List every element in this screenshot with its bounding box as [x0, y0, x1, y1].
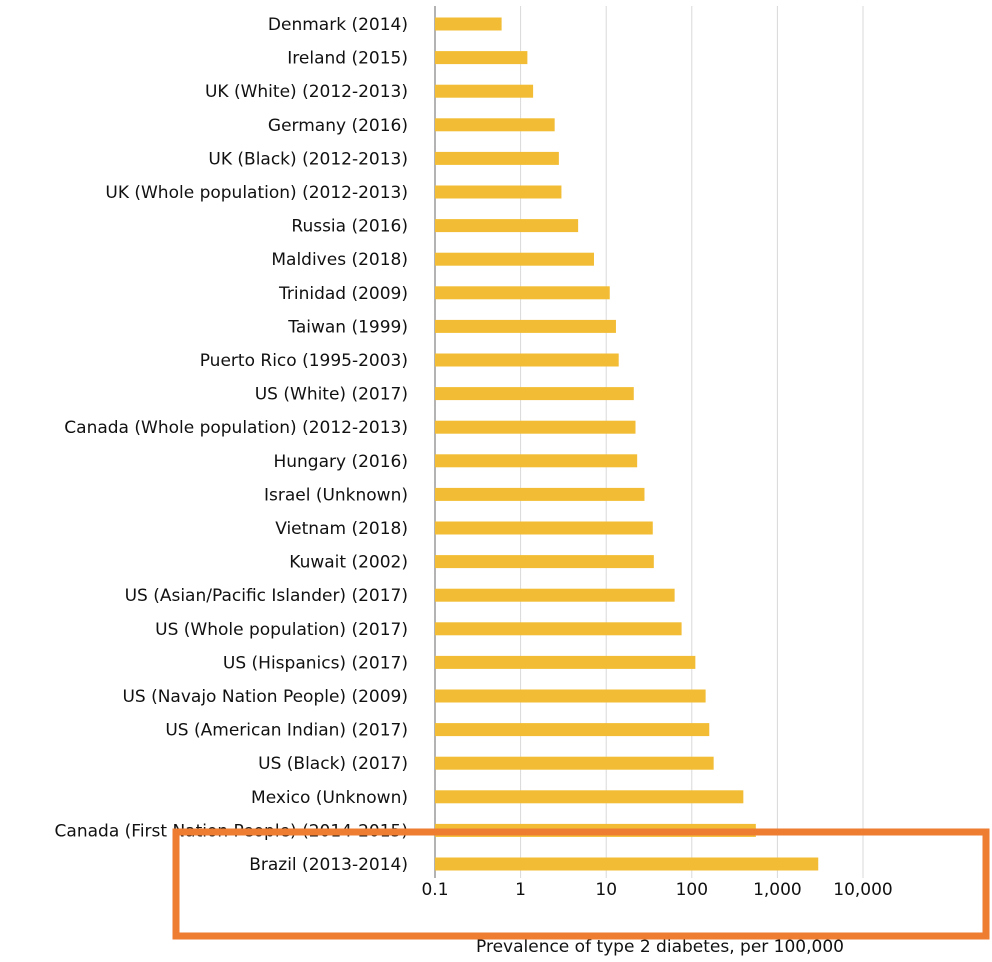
category-label: Israel (Unknown)	[264, 485, 408, 505]
category-label: US (Hispanics) (2017)	[223, 653, 408, 673]
category-label: Taiwan (1999)	[287, 317, 408, 337]
bar	[435, 756, 714, 770]
bar	[435, 353, 619, 367]
category-label: Puerto Rico (1995-2003)	[200, 351, 408, 371]
bar	[435, 588, 675, 602]
bar	[435, 555, 654, 569]
bar	[435, 118, 555, 132]
bar	[435, 17, 502, 31]
bar	[435, 219, 579, 233]
bar	[435, 252, 594, 266]
x-tick-label: 10	[595, 880, 617, 900]
bars	[435, 17, 819, 871]
category-label: UK (Whole population) (2012-2013)	[105, 183, 408, 203]
category-label: US (American Indian) (2017)	[165, 721, 408, 741]
x-tick-label: 10,000	[833, 880, 892, 900]
category-label: Vietnam (2018)	[275, 519, 408, 539]
bar	[435, 857, 819, 871]
category-label: Denmark (2014)	[268, 15, 408, 35]
category-label: Brazil (2013-2014)	[249, 855, 408, 875]
category-label: Trinidad (2009)	[278, 284, 408, 304]
bar	[435, 185, 562, 199]
x-axis-title: Prevalence of type 2 diabetes, per 100,0…	[476, 937, 844, 957]
x-tick-label: 0.1	[421, 880, 448, 900]
bar	[435, 84, 534, 98]
x-tick-label: 100	[676, 880, 708, 900]
bar	[435, 454, 638, 468]
category-label: Hungary (2016)	[273, 452, 408, 472]
bar	[435, 151, 559, 165]
bar	[435, 689, 706, 703]
bar	[435, 387, 634, 401]
category-label: Russia (2016)	[291, 217, 408, 237]
category-label: Ireland (2015)	[287, 49, 408, 69]
category-label: US (Asian/Pacific Islander) (2017)	[125, 586, 408, 606]
category-label: UK (Black) (2012-2013)	[208, 149, 408, 169]
category-label: Canada (Whole population) (2012-2013)	[64, 418, 408, 438]
bar	[435, 286, 610, 300]
bar	[435, 655, 696, 669]
bar	[435, 51, 528, 65]
category-label: US (White) (2017)	[255, 385, 408, 405]
category-label: UK (White) (2012-2013)	[205, 82, 408, 102]
x-tick-label: 1,000	[753, 880, 802, 900]
gridlines	[434, 6, 864, 878]
category-label: Kuwait (2002)	[289, 553, 408, 573]
bar	[435, 319, 616, 333]
bar	[435, 723, 710, 737]
highlight-box	[172, 828, 990, 940]
x-tick-labels: 0.1 1 10 100 1,000 10,000	[421, 880, 892, 900]
bar	[435, 487, 645, 501]
category-labels: Denmark (2014) Ireland (2015) UK (White) (…	[55, 15, 408, 875]
bar	[435, 790, 744, 804]
category-label: US (Black) (2017)	[258, 754, 408, 774]
category-label: US (Whole population) (2017)	[155, 620, 408, 640]
bar	[435, 420, 636, 434]
category-label: Mexico (Unknown)	[251, 788, 408, 808]
x-tick-label: 1	[515, 880, 526, 900]
category-label: Germany (2016)	[268, 116, 408, 136]
bar	[435, 521, 653, 535]
bar	[435, 622, 682, 636]
category-label: Maldives (2018)	[271, 250, 408, 270]
category-label: US (Navajo Nation People) (2009)	[122, 687, 408, 707]
